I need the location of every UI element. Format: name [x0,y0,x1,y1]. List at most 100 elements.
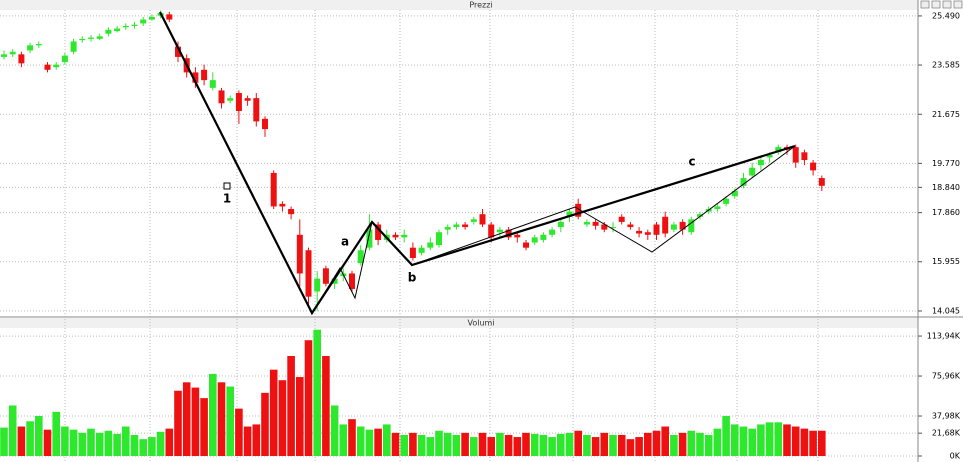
candle-body [810,162,817,171]
candle-body [531,237,538,243]
candle-body [818,178,825,186]
candle-body [79,38,86,41]
volume-bar [365,429,374,456]
annotation: 1 [223,192,231,206]
volume-bar [565,432,574,456]
candle-body [557,221,564,228]
candle-body [166,14,173,20]
volume-bar [800,428,809,456]
volume-bar [174,390,182,456]
y-tick-label: 113,94K [927,332,961,341]
volume-bar [522,432,530,456]
candle-body [801,152,808,161]
volume-bar [435,430,443,456]
candle-body [583,221,590,225]
y-tick-label: 19.770 [932,159,960,168]
candle-body [244,98,251,101]
volume-bar [313,329,321,456]
volume-bar [600,432,609,456]
candle-body [479,214,486,225]
title-bar [0,318,918,328]
volume-bar [791,426,800,456]
candle-body [18,54,25,64]
volume-bar [739,426,748,456]
candle-body [96,36,103,39]
volume-bar [496,432,504,456]
volume-bar [774,422,783,456]
candle-body [88,37,94,39]
candle-body [253,98,260,122]
candle-body [688,219,695,233]
candle-body [27,45,34,51]
candle-body [575,203,582,217]
volume-bar [391,432,400,456]
volume-bar [539,434,548,456]
volume-bar [487,437,495,456]
volume-bar [69,429,78,456]
candle-body [740,178,747,186]
window-buttons[interactable] [920,0,963,9]
volume-bar [783,424,791,456]
volume-bar [530,433,539,456]
candle-body [314,278,321,292]
candle-body [9,51,16,55]
candle-body [731,190,738,197]
volume-bar [87,428,95,456]
volume-bar [278,380,287,456]
volume-bar [400,434,408,456]
candle-body [496,229,503,233]
volume-bar [609,434,617,456]
volume-bar [26,421,34,456]
candle-body [470,219,477,222]
candle-body [262,118,268,130]
candle-body [322,268,329,284]
volume-bar [635,437,643,456]
volume-bar [809,430,817,456]
candle-body [279,203,286,207]
volume-bar [644,432,652,456]
volume-bar [426,437,435,456]
panel-title: Prezzi [469,1,492,10]
candle-body [427,242,434,248]
candle-body [392,234,399,238]
volume-bar [122,426,130,456]
candle-body [1,54,7,57]
volume-bar [617,434,626,456]
candle-body [601,224,608,230]
annotation: c [688,155,695,169]
candle-body [288,209,295,215]
volume-bar [165,428,174,456]
candle-body [644,232,651,235]
candle-body [305,250,312,297]
candle-body [175,46,181,57]
volume-bar [78,432,87,456]
volume-bar [17,426,26,456]
volume-bar [322,356,330,456]
volume-bar [191,387,200,456]
volume-bar [670,434,678,456]
candle-body [540,234,547,240]
volume-bar [339,424,348,456]
y-tick-label: 23.585 [932,61,960,70]
volume-bar [470,437,478,456]
volume-bar [461,432,469,456]
volume-bar [182,382,191,456]
y-tick-label: 18.840 [932,183,960,192]
candle-body [792,147,799,163]
volume-bar [156,431,165,456]
candle-body [766,154,773,158]
candle-body [122,25,129,28]
volume-bar [8,405,17,456]
volume-bar [52,411,60,456]
candle-body [44,64,51,70]
candle-body [723,198,730,204]
candle-body [331,278,338,284]
volume-bar [374,428,382,456]
candle-body [270,172,277,207]
volume-bar [713,428,722,456]
y-tick-label: 25.490 [932,11,960,20]
volume-bar [548,437,556,456]
y-tick-label: 0K [950,452,961,461]
